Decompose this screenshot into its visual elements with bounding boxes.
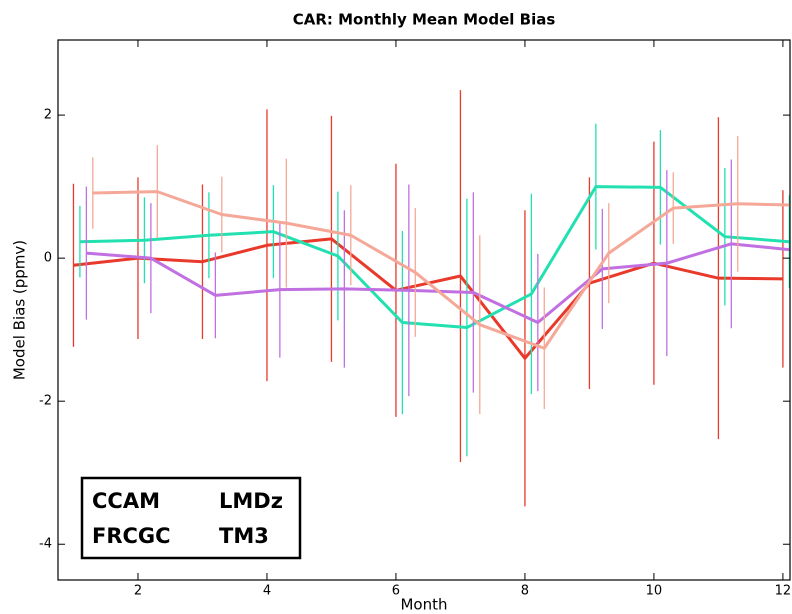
x-tick-label: 4 bbox=[263, 584, 271, 599]
y-tick-label: -2 bbox=[39, 394, 52, 409]
y-tick-label: 2 bbox=[44, 108, 52, 123]
legend-label: CCAM bbox=[92, 489, 160, 513]
x-tick-label: 6 bbox=[392, 584, 400, 599]
legend-label: FRCGC bbox=[92, 524, 171, 548]
chart-title: CAR: Monthly Mean Model Bias bbox=[293, 11, 556, 29]
series-line bbox=[79, 185, 790, 330]
x-tick-label: 2 bbox=[134, 584, 142, 599]
x-tick-label: 10 bbox=[646, 584, 663, 599]
y-axis-label: Model Bias (ppmv) bbox=[11, 240, 29, 380]
legend-box bbox=[80, 476, 302, 560]
x-tick-label: 8 bbox=[521, 584, 529, 599]
legend-label: TM3 bbox=[219, 524, 269, 548]
plot-frame bbox=[57, 39, 791, 581]
x-tick-label: 12 bbox=[775, 584, 792, 599]
y-tick-label: 0 bbox=[44, 251, 52, 266]
series-line bbox=[92, 190, 790, 350]
legend-label: LMDz bbox=[219, 489, 283, 513]
x-axis-label: Month bbox=[400, 596, 447, 614]
series-line bbox=[86, 242, 790, 325]
y-tick-label: -4 bbox=[39, 537, 52, 552]
plot-area bbox=[72, 90, 790, 507]
series-line bbox=[73, 237, 783, 360]
